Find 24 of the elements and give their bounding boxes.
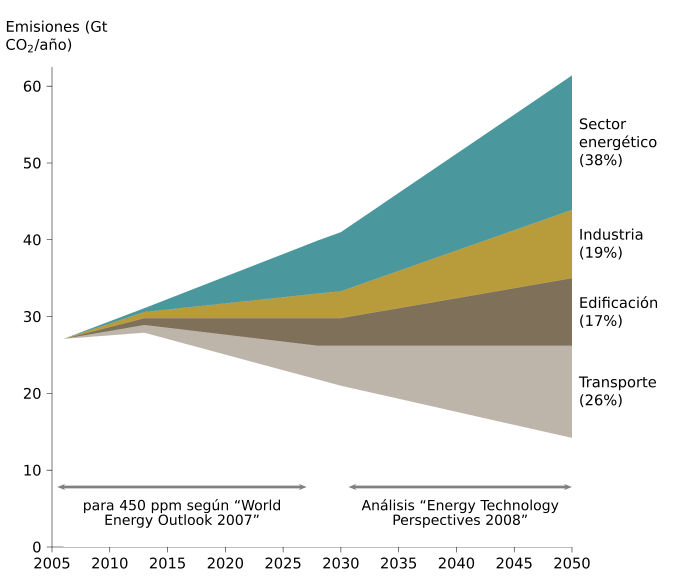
series-label: Edificación (17%) xyxy=(580,296,658,328)
x-tick-label: 2015 xyxy=(150,557,185,569)
series-label: Industria (19%) xyxy=(580,228,642,260)
y-tick-label: 0 xyxy=(33,541,41,553)
x-tick-label: 2040 xyxy=(438,557,474,569)
x-tick-label: 2005 xyxy=(34,557,70,569)
x-tick-label: 2045 xyxy=(496,557,532,569)
y-tick-label: 40 xyxy=(24,234,41,246)
y-tick-label: 60 xyxy=(24,80,41,92)
series-label: Transporte (26%) xyxy=(578,376,656,408)
x-tick-label: 2030 xyxy=(323,557,359,569)
x-tick-label: 2035 xyxy=(381,557,416,569)
series-label: Sector energético (38%) xyxy=(580,118,656,168)
x-tick-label: 2020 xyxy=(208,557,243,569)
y-axis-title: Emisiones (Gt CO$_{2}$/año) xyxy=(6,20,108,52)
y-tick-label: 30 xyxy=(24,311,41,322)
y-tick-label: 10 xyxy=(24,464,41,476)
x-tick-label: 2025 xyxy=(266,557,300,569)
x-tick-label: 2050 xyxy=(554,557,590,569)
annotation: para 450 ppm según “World Energy Outlook 2007” xyxy=(84,499,280,528)
x-tick-label: 2010 xyxy=(92,557,128,569)
y-tick-label: 20 xyxy=(24,388,41,399)
y-tick-label: 50 xyxy=(24,157,41,169)
annotation: Análisis “Energy Technology Perspectives 2008” xyxy=(362,499,558,528)
